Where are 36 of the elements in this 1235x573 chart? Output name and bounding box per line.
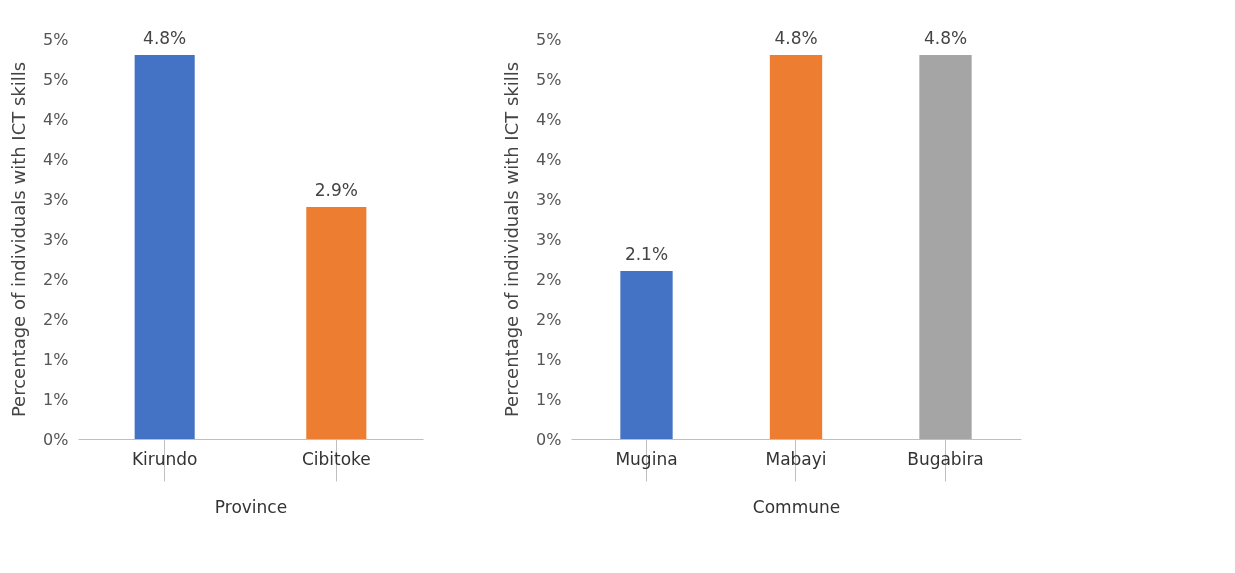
x-axis-title: Province <box>214 497 288 517</box>
x-tick-label: Cibitoke <box>301 448 371 469</box>
data-label: 4.8% <box>143 28 187 48</box>
y-tick-label: 4% <box>536 109 562 129</box>
y-tick-label: 0% <box>536 429 562 449</box>
data-label: 2.1% <box>624 244 669 264</box>
y-tick-label: 1% <box>43 349 69 369</box>
x-tick-label: Kirundo <box>131 448 198 469</box>
y-axis-title: Percentage of individuals with ICT skills <box>501 61 523 418</box>
y-tick-label: 4% <box>43 109 69 129</box>
y-axis-title: Percentage of individuals with ICT skills <box>8 61 30 418</box>
y-tick-label: 0% <box>43 429 69 449</box>
y-tick-label: 2% <box>43 309 69 329</box>
y-tick-label: 5% <box>43 69 69 89</box>
y-tick-label: 5% <box>536 69 562 89</box>
y-tick-label: 2% <box>536 269 562 289</box>
x-tick-label: Bugabira <box>907 448 984 469</box>
y-tick-label: 5% <box>43 29 69 49</box>
y-tick-label: 3% <box>43 229 69 249</box>
y-tick-label: 3% <box>43 189 69 209</box>
y-tick-label: 5% <box>536 29 562 49</box>
y-tick-label: 1% <box>43 389 69 409</box>
data-label: 4.8% <box>923 28 968 48</box>
y-tick-label: 4% <box>536 149 562 169</box>
y-tick-label: 2% <box>536 309 562 329</box>
y-tick-label: 1% <box>536 349 562 369</box>
y-tick-label: 4% <box>43 149 69 169</box>
y-tick-label: 1% <box>536 389 562 409</box>
y-tick-label: 2% <box>43 269 69 289</box>
data-label: 2.9% <box>314 180 358 200</box>
x-tick-label: Mugina <box>615 448 678 469</box>
y-tick-label: 3% <box>536 189 562 209</box>
x-tick-label: Mabayi <box>765 448 827 469</box>
data-label: 4.8% <box>774 28 818 48</box>
y-tick-label: 3% <box>536 229 562 249</box>
x-axis-title: Commune <box>752 497 841 517</box>
